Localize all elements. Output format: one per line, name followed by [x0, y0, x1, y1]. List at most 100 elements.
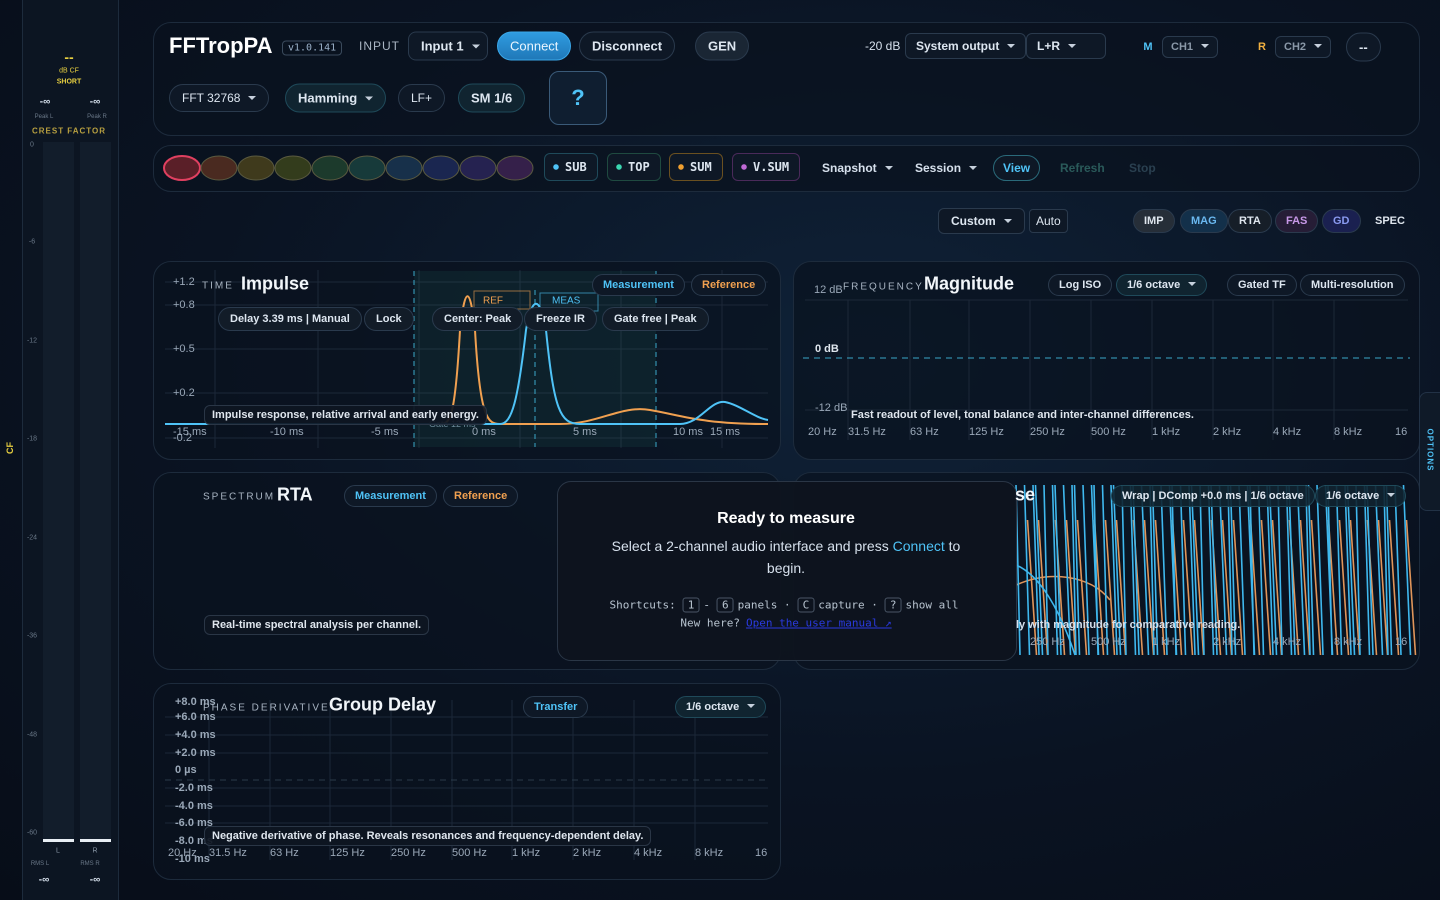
color-slot[interactable]: [459, 155, 497, 181]
ref-label: R: [1258, 41, 1266, 53]
view-tab[interactable]: GD: [1322, 209, 1361, 233]
option-button[interactable]: 1/6 octave: [1116, 274, 1208, 296]
x-tick-label: 4 kHz: [1273, 426, 1302, 438]
grid: [165, 270, 1408, 860]
options-tab[interactable]: [1419, 392, 1440, 511]
view-tab[interactable]: MAG: [1180, 209, 1228, 233]
text: -: [703, 598, 711, 612]
meter-track: [80, 142, 111, 842]
text: New here?: [680, 616, 740, 630]
button[interactable]: Measurement: [592, 274, 685, 296]
panel-kicker: PHASE DERIVATIVE: [203, 702, 330, 714]
window-select[interactable]: Hamming: [285, 83, 387, 113]
color-slot[interactable]: [311, 155, 349, 181]
chip[interactable]: Lock: [364, 307, 414, 331]
option-button[interactable]: Gated TF: [1227, 274, 1297, 296]
panel-title: Group Delay: [329, 694, 437, 715]
x-tick-label: 31.5 Hz: [209, 847, 247, 859]
option-button[interactable]: 1/6 octave: [675, 696, 767, 718]
x-tick-label: 125 Hz: [330, 847, 365, 859]
chip[interactable]: Freeze IR: [524, 307, 597, 331]
x-tick-label: 16: [755, 847, 768, 859]
input-select[interactable]: Input 1: [408, 31, 488, 61]
button[interactable]: GEN: [695, 31, 750, 61]
button[interactable]: --: [1346, 32, 1381, 62]
bus-toggle[interactable]: SUB: [544, 153, 598, 181]
button[interactable]: Refresh: [1060, 161, 1105, 175]
rms-label: RMS R: [80, 861, 100, 867]
rms-value: -∞: [89, 874, 101, 886]
chip[interactable]: Delay 3.39 ms | Manual: [218, 307, 362, 331]
meter-level: [80, 839, 111, 842]
view-tab[interactable]: SPEC: [1375, 215, 1405, 227]
view-tab[interactable]: RTA: [1228, 209, 1272, 233]
view-tab[interactable]: FAS: [1275, 209, 1319, 233]
marker-label: MEAS: [552, 295, 581, 307]
chip[interactable]: Gate free | Peak: [602, 307, 709, 331]
unit: SHORT: [56, 78, 82, 86]
bus-toggle[interactable]: SUM: [669, 153, 723, 181]
button[interactable]: View: [993, 155, 1041, 181]
color-slot[interactable]: [237, 155, 275, 181]
button[interactable]: SM 1/6: [458, 83, 526, 113]
color-slot[interactable]: [163, 155, 201, 181]
color-slot[interactable]: [274, 155, 312, 181]
fft-select[interactable]: FFT 32768: [169, 84, 270, 112]
panel-kicker: FREQUENCY: [843, 281, 924, 293]
panel-kicker: TIME: [202, 280, 234, 292]
text: Shortcuts:: [609, 598, 676, 612]
chip[interactable]: Center: Peak: [432, 307, 524, 331]
x-tick-label: 8 kHz: [1334, 636, 1363, 648]
channel-select[interactable]: CH2: [1275, 36, 1332, 58]
channel-select[interactable]: L+R: [1026, 33, 1106, 59]
option-button[interactable]: 1/6 octave: [1315, 485, 1407, 507]
color-slot[interactable]: [200, 155, 238, 181]
output-select[interactable]: System output: [905, 33, 1027, 59]
x-tick-label: 250 Hz: [391, 847, 426, 859]
menu[interactable]: Session: [915, 161, 977, 175]
scale-label: 0: [30, 141, 34, 149]
y-tick-label: -0.2: [173, 432, 192, 444]
panel-title: RTA: [277, 484, 313, 505]
button[interactable]: Stop: [1129, 161, 1156, 175]
panel-title: Magnitude: [924, 273, 1014, 294]
overlay: [557, 481, 1017, 661]
option-button[interactable]: Wrap | DComp +0.0 ms | 1/6 octave: [1111, 485, 1315, 507]
option-button[interactable]: Multi-resolution: [1300, 274, 1405, 296]
x-tick-label: 1 kHz: [512, 847, 541, 859]
button[interactable]: Measurement: [344, 485, 437, 507]
option-button[interactable]: Log ISO: [1048, 274, 1113, 296]
scale-label: -36: [26, 632, 38, 640]
color-slot[interactable]: [422, 155, 460, 181]
link[interactable]: Open the user manual ↗: [745, 616, 892, 630]
button[interactable]: Connect: [497, 31, 572, 61]
channel-select[interactable]: CH1: [1162, 36, 1219, 58]
color-slot[interactable]: [385, 155, 423, 181]
button[interactable]: Transfer: [523, 696, 589, 718]
color-slot[interactable]: [348, 155, 386, 181]
bus-toggle[interactable]: TOP: [607, 153, 661, 181]
bus-toggle[interactable]: V.SUM: [732, 153, 801, 181]
x-tick-label: 20 Hz: [808, 426, 837, 438]
button[interactable]: ?: [549, 71, 607, 125]
scale-label: -6: [28, 238, 36, 246]
y-tick-label: +4.0 ms: [175, 729, 216, 741]
button[interactable]: Disconnect: [579, 31, 676, 61]
impulse-grid: [165, 270, 768, 448]
app-title: FFTropPA: [169, 33, 273, 58]
y-tick-label: +2.0 ms: [175, 747, 216, 759]
x-tick-label: -15 ms: [173, 426, 207, 438]
button[interactable]: Auto: [1029, 209, 1068, 233]
preset-select[interactable]: Custom: [938, 208, 1025, 234]
link[interactable]: Connect: [892, 538, 945, 554]
button[interactable]: LF+: [398, 84, 446, 112]
version: v1.0.141: [282, 40, 343, 56]
view-tab[interactable]: IMP: [1133, 209, 1175, 233]
color-slot[interactable]: [496, 155, 534, 181]
menu[interactable]: Snapshot: [822, 161, 893, 175]
button[interactable]: Reference: [443, 485, 519, 507]
rms-label: RMS L: [30, 861, 50, 867]
key: C: [797, 597, 815, 613]
rms-value: -∞: [38, 874, 50, 886]
button[interactable]: Reference: [691, 274, 767, 296]
